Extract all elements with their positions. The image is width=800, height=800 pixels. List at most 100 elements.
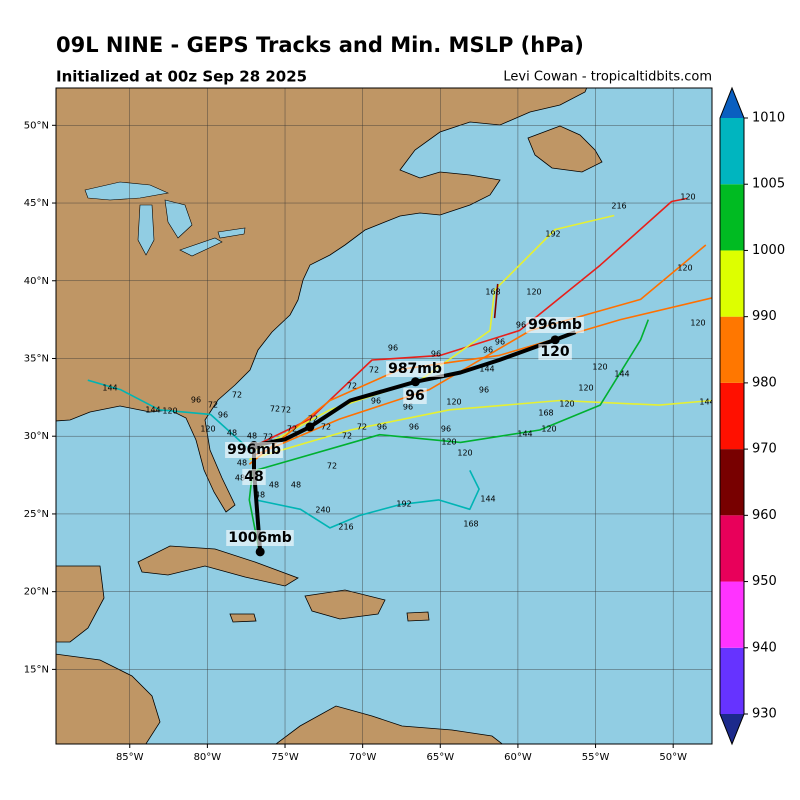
hour-label: 120 — [441, 438, 456, 447]
lon-tick-label: 55°W — [582, 752, 610, 763]
colorbar-segment — [720, 250, 744, 317]
ensemble-track — [255, 214, 615, 451]
hour-label: 96 — [431, 350, 441, 359]
colorbar-label: 1000 — [752, 243, 785, 258]
ensemble-track — [255, 244, 707, 456]
annotation-bg — [526, 317, 584, 333]
colorbar-segment — [720, 515, 744, 582]
hour-label: 120 — [457, 449, 472, 458]
lat-tick-label: 35°N — [24, 353, 49, 364]
annotation: 996mb — [227, 442, 281, 458]
hour-label: 72 — [232, 391, 242, 400]
colorbar-segment — [720, 118, 744, 185]
hour-label: 96 — [516, 321, 526, 330]
hour-label: 96 — [483, 346, 493, 355]
hour-label: 120 — [690, 319, 705, 328]
colorbar-label: 950 — [752, 574, 777, 589]
lon-tick-label: 70°W — [349, 752, 377, 763]
hour-label: 48 — [235, 474, 245, 483]
colorbar-segment — [720, 382, 744, 450]
track-point — [410, 377, 420, 387]
ensemble-track — [248, 297, 712, 465]
colorbar-under — [720, 714, 744, 744]
lat-tick-label: 15°N — [24, 664, 49, 675]
hour-label: 144 — [614, 370, 629, 379]
lon-tick-label: 65°W — [426, 752, 454, 763]
annotation-bg — [226, 530, 294, 546]
hour-label: 120 — [446, 398, 461, 407]
jamaica — [229, 613, 257, 623]
colorbar-label: 970 — [752, 442, 777, 457]
lon-tick-label: 80°W — [194, 752, 222, 763]
ensemble-track — [255, 470, 480, 529]
colorbar-label: 1010 — [752, 111, 785, 126]
track-point — [550, 335, 560, 345]
track-point — [305, 422, 315, 432]
hour-label: 120 — [200, 425, 215, 434]
hour-label: 72 — [270, 405, 280, 414]
hour-label: 120 — [680, 193, 695, 202]
central-america — [56, 653, 161, 744]
colorbar-label: 960 — [752, 508, 777, 523]
hour-label: 120 — [592, 363, 607, 372]
lon-tick-label: 60°W — [504, 752, 532, 763]
annotation-bg — [225, 442, 283, 458]
credit: Levi Cowan - tropicaltidbits.com — [503, 70, 712, 85]
annotation: 1006mb — [228, 530, 292, 546]
colorbar-segment — [720, 581, 744, 648]
hour-label: 96 — [495, 338, 505, 347]
colorbar-label: 980 — [752, 375, 777, 390]
hour-label: 144 — [517, 430, 532, 439]
track-point — [255, 547, 265, 557]
annotation-bg — [242, 469, 266, 485]
north-america — [56, 88, 588, 513]
hour-label: 72 — [287, 425, 297, 434]
south-america — [275, 705, 503, 744]
hour-label: 48 — [227, 429, 237, 438]
ensemble-track — [493, 283, 499, 319]
hour-label: 72 — [347, 382, 357, 391]
annotation: 96 — [405, 388, 424, 404]
colorbar-over — [720, 88, 744, 118]
lake-ontario — [217, 227, 246, 239]
hour-label: 72 — [321, 423, 331, 432]
annotation-bg — [538, 344, 572, 360]
colorbar-segment — [720, 449, 744, 516]
hour-label: 144 — [479, 365, 494, 374]
title: 09L NINE - GEPS Tracks and Min. MSLP (hP… — [56, 33, 584, 57]
hour-label: 72 — [327, 462, 337, 471]
hour-label: 192 — [545, 230, 560, 239]
colorbar-segment — [720, 316, 744, 383]
hour-label: 96 — [403, 403, 413, 412]
hour-label: 168 — [485, 288, 500, 297]
lat-tick-label: 30°N — [24, 431, 49, 442]
colorbar-label: 930 — [752, 707, 777, 722]
hour-label: 72 — [281, 406, 291, 415]
lon-tick-label: 85°W — [116, 752, 144, 763]
hour-label: 48 — [291, 481, 301, 490]
colorbar-label: 940 — [752, 640, 777, 655]
puerto-rico — [406, 611, 430, 622]
hour-label: 96 — [371, 397, 381, 406]
hour-label: 48 — [237, 459, 247, 468]
hour-label: 72 — [208, 401, 218, 410]
hour-label: 240 — [315, 506, 330, 515]
hour-label: 216 — [338, 523, 353, 532]
newfoundland — [527, 125, 603, 173]
colorbar-label: 1005 — [752, 177, 785, 192]
annotation: 987mb — [388, 361, 442, 377]
ensemble-track — [255, 319, 650, 472]
hour-label: 144 — [699, 398, 714, 407]
lat-tick-label: 40°N — [24, 276, 49, 287]
hour-label: 120 — [677, 264, 692, 273]
annotation: 996mb — [528, 317, 582, 333]
annotation: 120 — [540, 344, 569, 360]
hour-label: 120 — [559, 400, 574, 409]
hour-label: 72 — [263, 433, 273, 442]
lake-michigan — [137, 204, 155, 256]
colorbar-label: 990 — [752, 309, 777, 324]
annotation-bg — [386, 361, 444, 377]
lat-tick-label: 25°N — [24, 509, 49, 520]
